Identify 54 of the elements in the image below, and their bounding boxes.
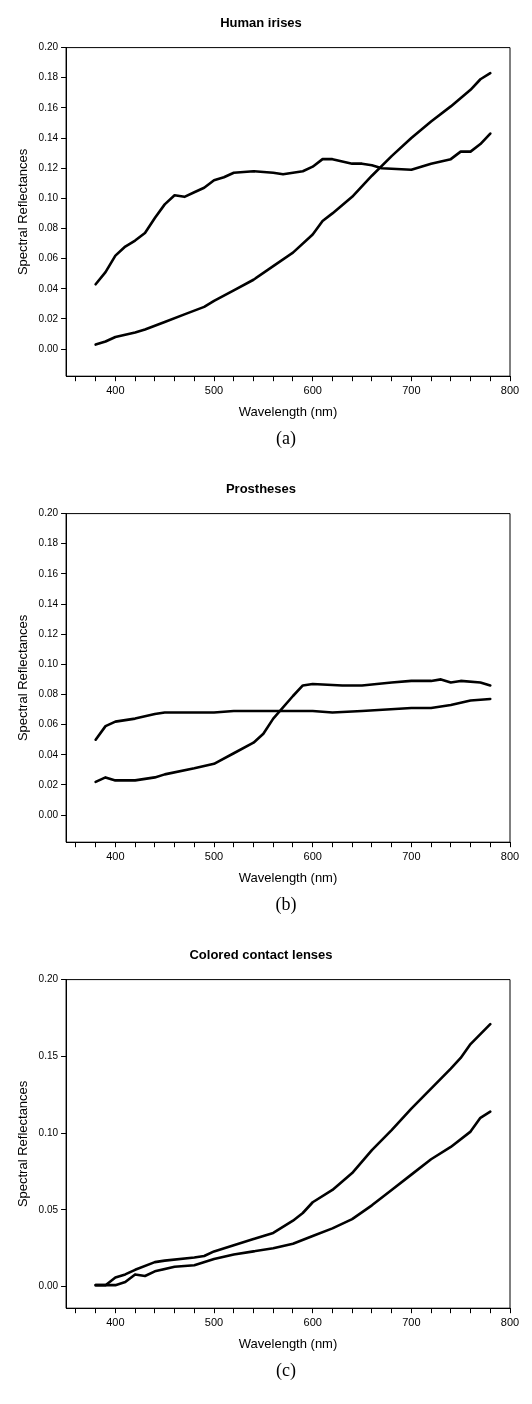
- x-tick-label: 400: [106, 383, 125, 396]
- y-tick-label: 0.15: [38, 1050, 59, 1062]
- x-tick-label: 800: [500, 849, 520, 862]
- y-tick-label: 0.18: [38, 537, 59, 549]
- y-tick-label: 0.16: [38, 101, 59, 113]
- x-tick-label: 500: [204, 849, 224, 862]
- y-tick-label: 0.14: [38, 131, 59, 143]
- chart-title: Prostheses: [225, 481, 297, 497]
- x-tick-label: 700: [402, 849, 421, 862]
- x-tick-label: 600: [303, 1315, 322, 1328]
- text: (b): [274, 894, 298, 915]
- y-tick-label: 0.05: [38, 1203, 59, 1215]
- y-tick-label: 0.02: [38, 312, 59, 324]
- y-tick-label: 0.00: [38, 342, 59, 354]
- y-tick-label: 0.04: [38, 748, 59, 760]
- y-tick-label: 0.12: [38, 161, 59, 173]
- y-tick-label: 0.04: [38, 282, 59, 294]
- y-tick-label: 0.12: [38, 627, 59, 639]
- x-tick-label: 400: [106, 849, 125, 862]
- y-tick-label: 0.10: [38, 658, 59, 670]
- x-axis-title: Wavelength (nm): [238, 1335, 338, 1351]
- text: (c): [275, 1360, 297, 1381]
- chart-title: Colored contact lenses: [189, 947, 333, 963]
- y-tick-label: 0.08: [38, 688, 59, 700]
- chart-title: Human irises: [220, 15, 302, 31]
- x-axis-title: Wavelength (nm): [238, 869, 338, 885]
- y-tick-label: 0.20: [38, 507, 59, 519]
- x-axis-title: Wavelength (nm): [238, 403, 338, 419]
- x-tick-label: 800: [500, 383, 520, 396]
- y-axis-title: Spectral Reflectances: [15, 1080, 31, 1208]
- y-tick-label: 0.14: [38, 597, 59, 609]
- y-tick-label: 0.02: [38, 778, 59, 790]
- y-tick-label: 0.20: [38, 41, 59, 53]
- text: (a): [275, 428, 297, 449]
- x-tick-label: 600: [303, 383, 322, 396]
- y-tick-label: 0.16: [38, 567, 59, 579]
- y-axis-title: Spectral Reflectances: [15, 614, 31, 742]
- y-tick-label: 0.10: [38, 192, 59, 204]
- x-tick-label: 700: [402, 1315, 421, 1328]
- y-tick-label: 0.00: [38, 808, 59, 820]
- y-tick-label: 0.08: [38, 222, 59, 234]
- x-tick-label: 400: [106, 1315, 125, 1328]
- y-tick-label: 0.20: [38, 973, 59, 985]
- y-tick-label: 0.06: [38, 252, 59, 264]
- y-tick-label: 0.00: [38, 1280, 59, 1292]
- x-tick-label: 500: [204, 1315, 224, 1328]
- x-tick-label: 500: [204, 383, 224, 396]
- y-tick-label: 0.10: [38, 1126, 59, 1138]
- x-tick-label: 800: [500, 1315, 520, 1328]
- y-tick-label: 0.18: [38, 71, 59, 83]
- y-axis-title: Spectral Reflectances: [15, 148, 31, 276]
- x-tick-label: 600: [303, 849, 322, 862]
- y-tick-label: 0.06: [38, 718, 59, 730]
- x-tick-label: 700: [402, 383, 421, 396]
